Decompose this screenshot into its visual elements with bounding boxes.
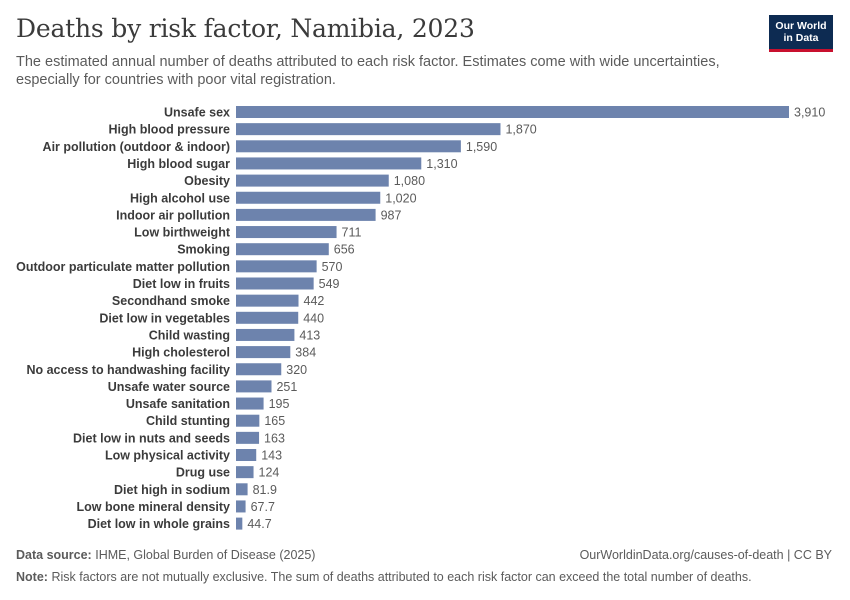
source-label: Data source: bbox=[16, 548, 92, 562]
bar[interactable] bbox=[236, 260, 317, 273]
category-label: High blood pressure bbox=[108, 123, 230, 137]
value-label: 442 bbox=[304, 294, 325, 308]
value-label: 549 bbox=[319, 277, 340, 291]
bar[interactable] bbox=[236, 157, 422, 170]
category-label: Unsafe sanitation bbox=[126, 397, 230, 411]
bar[interactable] bbox=[236, 363, 282, 376]
bar[interactable] bbox=[236, 277, 314, 290]
bar[interactable] bbox=[236, 311, 299, 324]
bar[interactable] bbox=[236, 294, 299, 307]
category-label: Indoor air pollution bbox=[116, 208, 230, 222]
value-label: 656 bbox=[334, 243, 355, 257]
value-label: 384 bbox=[295, 346, 316, 360]
bar[interactable] bbox=[236, 397, 264, 410]
bar-chart: Unsafe sex 3,910 High blood pressure 1,870 A… bbox=[16, 106, 825, 532]
value-label: 1,020 bbox=[385, 191, 416, 205]
category-label: No access to handwashing facility bbox=[26, 363, 230, 377]
bar[interactable] bbox=[236, 208, 376, 221]
value-label: 570 bbox=[322, 260, 343, 274]
note-text: Risk factors are not mutually exclusive.… bbox=[51, 570, 752, 584]
value-label: 413 bbox=[299, 328, 320, 342]
value-label: 440 bbox=[303, 311, 324, 325]
value-label: 163 bbox=[264, 431, 285, 445]
source-link[interactable]: IHME, Global Burden of Disease (2025) bbox=[95, 548, 316, 562]
value-label: 1,590 bbox=[466, 140, 497, 154]
bar[interactable] bbox=[236, 483, 248, 496]
chart-subtitle: The estimated annual number of deaths at… bbox=[16, 54, 720, 88]
category-label: Child wasting bbox=[149, 328, 230, 342]
value-label: 1,310 bbox=[426, 157, 457, 171]
owid-logo[interactable]: Our World in Data bbox=[769, 15, 833, 52]
bar[interactable] bbox=[236, 226, 337, 239]
value-label: 1,080 bbox=[394, 174, 425, 188]
bar[interactable] bbox=[236, 106, 789, 118]
category-label: Child stunting bbox=[146, 414, 230, 428]
category-label: Drug use bbox=[176, 466, 230, 480]
value-label: 195 bbox=[269, 397, 290, 411]
bar[interactable] bbox=[236, 500, 246, 513]
value-label: 987 bbox=[381, 208, 402, 222]
category-label: Low bone mineral density bbox=[77, 500, 231, 514]
logo-text: Our World in Data bbox=[775, 20, 827, 44]
data-source: Data source: IHME, Global Burden of Dise… bbox=[16, 548, 315, 562]
chart-note: Note: Risk factors are not mutually excl… bbox=[16, 570, 752, 584]
value-label: 1,870 bbox=[505, 123, 536, 137]
category-label: Diet high in sodium bbox=[114, 483, 230, 497]
value-label: 143 bbox=[261, 449, 282, 463]
category-label: High alcohol use bbox=[130, 191, 230, 205]
value-label: 165 bbox=[264, 414, 285, 428]
category-label: Unsafe sex bbox=[164, 106, 230, 120]
bar[interactable] bbox=[236, 346, 291, 359]
bar[interactable] bbox=[236, 380, 272, 393]
category-label: Outdoor particulate matter pollution bbox=[16, 260, 230, 274]
category-label: Air pollution (outdoor & indoor) bbox=[43, 140, 230, 154]
value-label: 320 bbox=[286, 363, 307, 377]
bar[interactable] bbox=[236, 191, 381, 204]
category-label: High blood sugar bbox=[127, 157, 230, 171]
bar[interactable] bbox=[236, 140, 461, 153]
bar[interactable] bbox=[236, 328, 295, 341]
category-label: Diet low in whole grains bbox=[88, 517, 230, 531]
category-label: Secondhand smoke bbox=[112, 294, 230, 308]
category-label: Low birthweight bbox=[134, 226, 231, 240]
category-label: Smoking bbox=[177, 243, 230, 257]
note-label: Note: bbox=[16, 570, 48, 584]
url-license[interactable]: OurWorldinData.org/causes-of-death | CC … bbox=[579, 548, 832, 562]
bar[interactable] bbox=[236, 517, 243, 530]
category-label: High cholesterol bbox=[132, 346, 230, 360]
value-label: 711 bbox=[342, 226, 362, 240]
category-label: Diet low in fruits bbox=[133, 277, 230, 291]
bar[interactable] bbox=[236, 174, 389, 187]
bar[interactable] bbox=[236, 466, 254, 479]
value-label: 67.7 bbox=[251, 500, 275, 514]
value-label: 44.7 bbox=[247, 517, 271, 531]
category-label: Low physical activity bbox=[105, 449, 230, 463]
bar[interactable] bbox=[236, 431, 260, 444]
value-label: 3,910 bbox=[794, 106, 825, 120]
bar[interactable] bbox=[236, 414, 260, 427]
bar[interactable] bbox=[236, 449, 257, 461]
category-label: Diet low in vegetables bbox=[99, 311, 230, 325]
value-label: 81.9 bbox=[253, 483, 277, 497]
value-label: 124 bbox=[259, 466, 280, 480]
bar[interactable] bbox=[236, 243, 329, 256]
category-label: Unsafe water source bbox=[108, 380, 230, 394]
bar[interactable] bbox=[236, 123, 501, 136]
chart-title: Deaths by risk factor, Namibia, 2023 bbox=[16, 14, 475, 43]
value-label: 251 bbox=[276, 380, 297, 394]
category-label: Diet low in nuts and seeds bbox=[73, 431, 230, 445]
category-label: Obesity bbox=[184, 174, 230, 188]
